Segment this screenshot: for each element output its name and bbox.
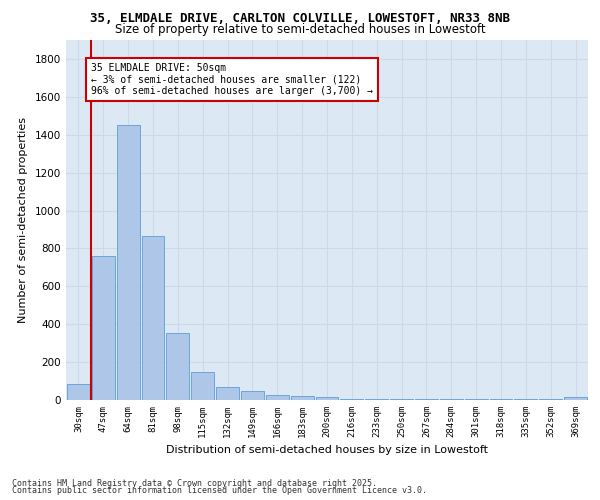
Bar xyxy=(415,399,438,400)
Bar xyxy=(365,399,388,400)
Bar xyxy=(564,396,587,400)
Bar xyxy=(216,386,239,400)
Bar xyxy=(117,126,140,400)
Text: Contains HM Land Registry data © Crown copyright and database right 2025.: Contains HM Land Registry data © Crown c… xyxy=(12,478,377,488)
Bar xyxy=(191,372,214,400)
Bar xyxy=(514,399,537,400)
Bar xyxy=(390,399,413,400)
Bar xyxy=(539,399,562,400)
Bar xyxy=(266,396,289,400)
Bar xyxy=(291,396,314,400)
Y-axis label: Number of semi-detached properties: Number of semi-detached properties xyxy=(18,117,28,323)
Bar xyxy=(440,399,463,400)
Bar xyxy=(316,396,338,400)
Bar xyxy=(465,399,488,400)
Bar xyxy=(67,384,90,400)
Bar xyxy=(92,256,115,400)
Text: 35 ELMDALE DRIVE: 50sqm
← 3% of semi-detached houses are smaller (122)
96% of se: 35 ELMDALE DRIVE: 50sqm ← 3% of semi-det… xyxy=(91,62,373,96)
Text: 35, ELMDALE DRIVE, CARLTON COLVILLE, LOWESTOFT, NR33 8NB: 35, ELMDALE DRIVE, CARLTON COLVILLE, LOW… xyxy=(90,12,510,26)
Bar xyxy=(490,399,512,400)
Text: Contains public sector information licensed under the Open Government Licence v3: Contains public sector information licen… xyxy=(12,486,427,495)
X-axis label: Distribution of semi-detached houses by size in Lowestoft: Distribution of semi-detached houses by … xyxy=(166,446,488,456)
Bar xyxy=(241,391,264,400)
Bar xyxy=(142,236,164,400)
Bar xyxy=(340,399,363,400)
Bar xyxy=(166,332,189,400)
Text: Size of property relative to semi-detached houses in Lowestoft: Size of property relative to semi-detach… xyxy=(115,22,485,36)
